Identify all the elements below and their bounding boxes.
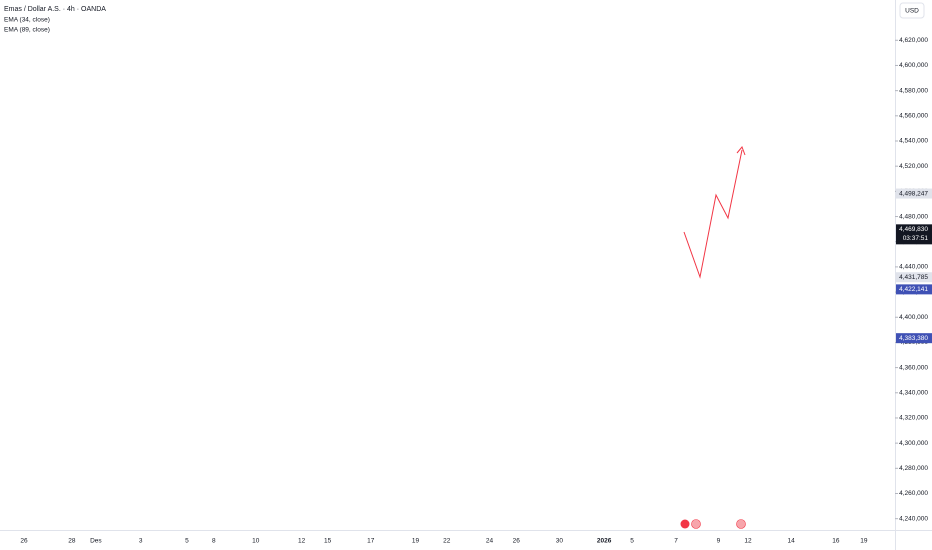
axis-price-label [896,272,932,283]
axis-price-label [896,224,932,245]
event-icon[interactable] [691,519,701,529]
x-tick-label: 16 [832,538,840,545]
currency-label[interactable]: USD [905,8,919,15]
axis-price-text: 4,383,380 [899,335,928,342]
projection-arrow [683,149,743,279]
x-tick-label: Des [90,538,102,545]
countdown: 03:37:51 [903,235,929,242]
y-tick-label: 4,400,000 [899,314,928,321]
x-tick-label: 28 [68,538,76,545]
x-tick-label: 19 [860,538,868,545]
currency-button[interactable] [899,2,925,19]
arrow-head [736,146,746,156]
y-tick-label: 4,520,000 [899,163,928,170]
y-tick-label: 4,600,000 [899,62,928,69]
y-tick-label: 4,300,000 [899,440,928,447]
x-tick-label: 15 [324,538,332,545]
x-tick-label: 12 [298,538,306,545]
x-tick-label: 14 [787,538,795,545]
y-tick-label: 4,480,000 [899,213,928,220]
x-tick-label: 24 [486,538,494,545]
event-icon[interactable] [680,519,690,529]
event-icon[interactable] [736,519,746,529]
axis-price-text: 4,498,247 [899,190,928,197]
chart-title: Emas / Dollar A.S. · 4h · OANDA [4,6,106,13]
y-tick-label: 4,340,000 [899,389,928,396]
y-tick-label: 4,240,000 [899,515,928,522]
indicator-label: EMA (89, close) [4,27,50,34]
y-tick-label: 4,560,000 [899,113,928,120]
x-tick-label: 22 [443,538,451,545]
x-tick-label: 5 [630,538,634,545]
x-tick-label: 30 [556,538,564,545]
y-tick-label: 4,440,000 [899,264,928,271]
axis-price-label [896,188,932,199]
x-tick-label: 26 [20,538,28,545]
x-tick-label: 10 [252,538,260,545]
y-tick-label: 4,280,000 [899,465,928,472]
y-tick-label: 4,540,000 [899,138,928,145]
x-tick-label: 5 [185,538,189,545]
x-tick-label: 2026 [597,538,612,545]
x-tick-label: 7 [674,538,678,545]
price-axis: 4,240,000 4,260,000 4,280,000 4,300,000 4,32… [895,37,932,522]
x-tick-label: 9 [717,538,721,545]
x-tick-label: 17 [367,538,375,545]
axis-price-label [896,284,932,295]
y-tick-label: 4,360,000 [899,364,928,371]
axis-price-text: 4,431,785 [899,274,928,281]
x-tick-label: 26 [513,538,521,545]
x-tick-label: 19 [412,538,420,545]
x-tick-label: 8 [212,538,216,545]
axis-price-text: 4,469,830 [899,226,928,233]
time-axis: 26 28 Des 3 5 8 10 12 15 17 19 22 24 26 30 2026 5 7 9 12 14 1… [20,538,867,545]
x-tick-label: 12 [744,538,752,545]
y-tick-label: 4,620,000 [899,37,928,44]
axis-price-text: 4,422,141 [899,286,928,293]
x-tick-label: 3 [139,538,143,545]
y-tick-label: 4,260,000 [899,490,928,497]
y-tick-label: 4,580,000 [899,87,928,94]
y-tick-label: 4,320,000 [899,415,928,422]
axis-price-label [896,333,932,344]
indicator-label: EMA (34, close) [4,17,50,24]
